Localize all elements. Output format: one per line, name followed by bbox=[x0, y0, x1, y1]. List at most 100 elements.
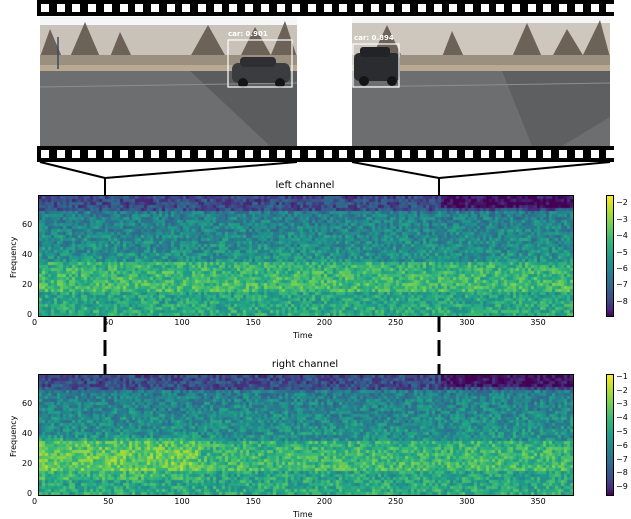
x-tick-label: 200 bbox=[316, 497, 333, 506]
colorbar-tick-label: −8 bbox=[616, 296, 628, 306]
sprocket-hole bbox=[307, 150, 316, 158]
x-tick-label: 200 bbox=[316, 318, 333, 327]
x-tick-label: 350 bbox=[530, 497, 546, 506]
sprocket-hole bbox=[103, 4, 112, 12]
sprocket-hole bbox=[56, 150, 65, 158]
sprocket-hole bbox=[449, 4, 458, 12]
sprocket-hole bbox=[245, 4, 254, 12]
sprocket-hole bbox=[480, 150, 489, 158]
spectrogram-title-left: left channel bbox=[275, 180, 335, 191]
colorbar-tick-label: −4 bbox=[616, 413, 628, 423]
sprocket-hole bbox=[464, 150, 473, 158]
sprocket-hole bbox=[88, 4, 97, 12]
sprocket-hole bbox=[559, 150, 568, 158]
sprocket-hole bbox=[543, 4, 552, 12]
sprocket-hole bbox=[213, 150, 222, 158]
video-frame-left: car: 0.901 bbox=[40, 17, 297, 146]
spectrogram-right-channel bbox=[38, 374, 574, 496]
connector-line-left-b bbox=[104, 161, 298, 179]
colorbar-tick-label: −7 bbox=[616, 454, 628, 464]
sprocket-hole bbox=[135, 150, 144, 158]
sprocket-hole bbox=[496, 150, 505, 158]
sprocket-hole bbox=[527, 150, 536, 158]
x-tick-label: 100 bbox=[174, 318, 190, 327]
spectrogram-right-ylabel: Frequency bbox=[9, 415, 18, 457]
sprocket-hole bbox=[370, 150, 379, 158]
sprocket-hole bbox=[41, 4, 49, 12]
sprocket-hole bbox=[245, 150, 254, 158]
y-tick-label: 20 bbox=[22, 459, 33, 468]
sprocket-hole bbox=[72, 150, 81, 158]
x-tick-label: 250 bbox=[388, 497, 404, 506]
sprocket-hole bbox=[606, 4, 615, 12]
sprocket-hole bbox=[543, 150, 552, 158]
colorbar-tick-label: −5 bbox=[616, 426, 628, 436]
x-tick-label: 50 bbox=[103, 497, 114, 506]
sprocket-hole bbox=[276, 150, 285, 158]
x-tick-label: 100 bbox=[174, 497, 190, 506]
sprocket-hole bbox=[512, 150, 520, 158]
sprocket-hole bbox=[590, 4, 599, 12]
sprocket-hole bbox=[56, 4, 65, 12]
spectrogram-left-ylabel: Frequency bbox=[9, 236, 18, 278]
sprocket-hole bbox=[370, 4, 379, 12]
x-tick-label: 150 bbox=[245, 497, 261, 506]
sprocket-hole bbox=[260, 4, 269, 12]
sprocket-hole bbox=[150, 150, 159, 158]
sprocket-hole bbox=[386, 4, 395, 12]
sprocket-hole bbox=[496, 4, 505, 12]
sprocket-hole bbox=[323, 4, 332, 12]
sprocket-hole bbox=[198, 4, 206, 12]
sprocket-hole bbox=[559, 4, 568, 12]
sprocket-hole bbox=[417, 150, 426, 158]
y-tick-label: 60 bbox=[22, 399, 33, 408]
colorbar-tick-label: −4 bbox=[616, 231, 628, 241]
sprocket-hole bbox=[449, 150, 458, 158]
sprocket-hole bbox=[355, 150, 363, 158]
sprocket-hole bbox=[292, 150, 301, 158]
colorbar-tick-label: −5 bbox=[616, 247, 628, 257]
sprocket-hole bbox=[260, 150, 269, 158]
connector-line-right-b bbox=[438, 161, 611, 179]
sprocket-hole bbox=[182, 150, 191, 158]
y-tick-label: 20 bbox=[22, 280, 33, 289]
x-tick-label: 0 bbox=[32, 497, 38, 506]
connector-line-right-a bbox=[351, 161, 440, 179]
sprocket-hole bbox=[480, 4, 489, 12]
sprocket-hole bbox=[41, 150, 49, 158]
spectrogram-left-xlabel: Time bbox=[293, 331, 313, 340]
sprocket-hole bbox=[166, 150, 175, 158]
colorbar-tick-label: −9 bbox=[616, 482, 628, 492]
sprocket-hole bbox=[417, 4, 426, 12]
sprocket-hole bbox=[339, 150, 348, 158]
sprocket-hole bbox=[213, 4, 222, 12]
y-tick-label: 0 bbox=[27, 310, 33, 319]
sprocket-hole bbox=[292, 4, 301, 12]
sprocket-hole bbox=[402, 150, 411, 158]
x-tick-label: 150 bbox=[245, 318, 261, 327]
colorbar-tick-label: −2 bbox=[616, 385, 628, 395]
sprocket-hole bbox=[464, 4, 473, 12]
x-tick-label: 300 bbox=[459, 318, 475, 327]
colorbar-tick-label: −8 bbox=[616, 468, 628, 478]
sprocket-hole bbox=[229, 4, 238, 12]
detection-label-1: car: 0.901 bbox=[228, 30, 268, 38]
sprocket-hole bbox=[339, 4, 348, 12]
sprocket-hole bbox=[88, 150, 97, 158]
colorbar-tick-label: −6 bbox=[616, 440, 628, 450]
sprocket-hole bbox=[590, 150, 599, 158]
spectrogram-title-right: right channel bbox=[271, 359, 339, 370]
connector-line-left-a bbox=[39, 161, 106, 179]
sprocket-hole bbox=[574, 150, 583, 158]
sprocket-hole bbox=[402, 4, 411, 12]
sprocket-hole bbox=[103, 150, 112, 158]
colorbar-tick-label: −3 bbox=[616, 399, 628, 409]
detection-label-2: car: 0.894 bbox=[354, 34, 394, 42]
sprocket-hole bbox=[276, 4, 285, 12]
colorbar-tick-label: −3 bbox=[616, 214, 628, 224]
y-tick-label: 40 bbox=[22, 429, 33, 438]
sprocket-hole bbox=[606, 150, 615, 158]
sprocket-hole bbox=[386, 150, 395, 158]
sprocket-hole bbox=[182, 4, 191, 12]
colorbar-tick-label: −1 bbox=[616, 371, 628, 381]
